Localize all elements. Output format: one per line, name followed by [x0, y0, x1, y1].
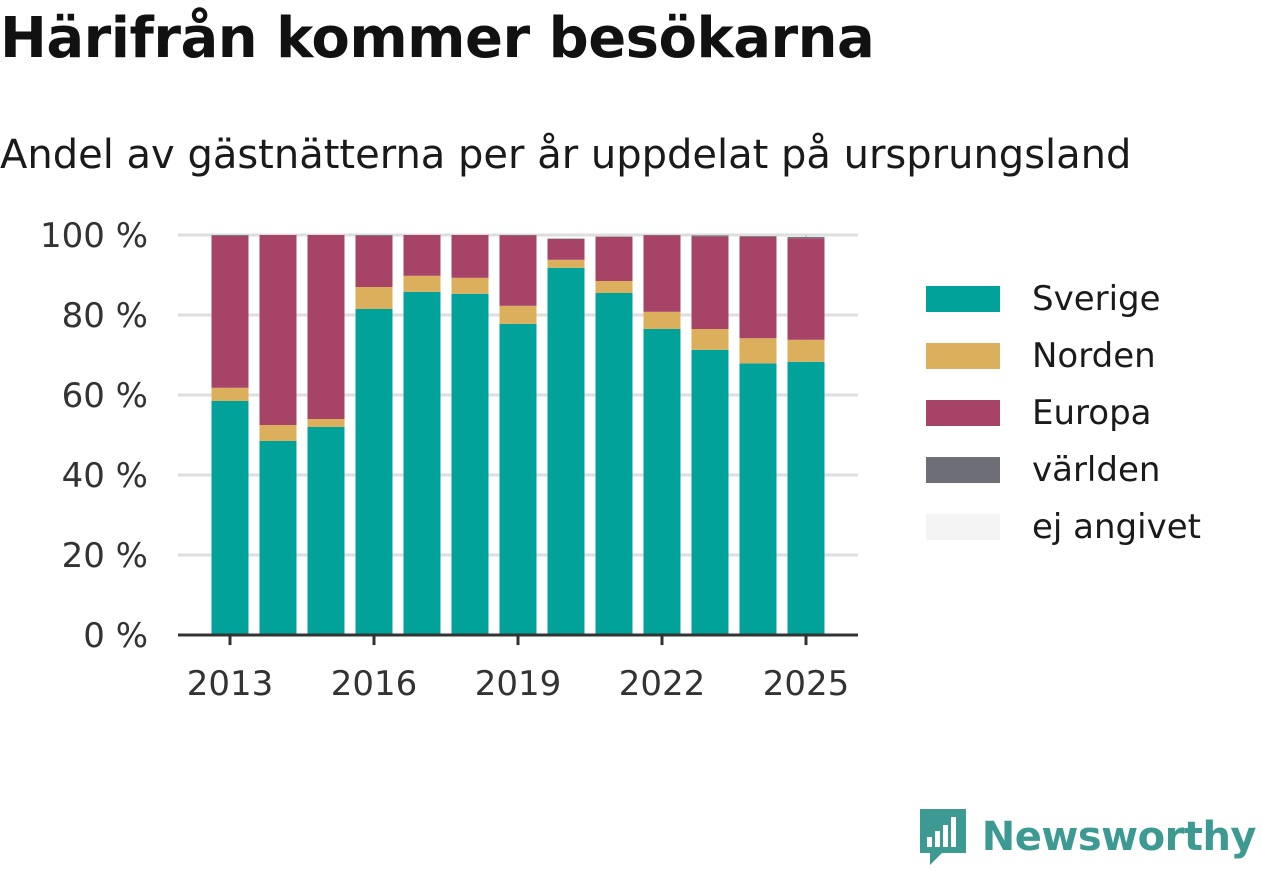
bar-segment-sverige — [451, 293, 489, 635]
bar-segment-europa — [691, 236, 729, 329]
legend-swatch — [926, 399, 1000, 426]
bar-segment-europa — [499, 235, 537, 306]
y-tick-label: 0 % — [83, 616, 148, 656]
legend-swatch — [926, 513, 1000, 540]
bar-segment-norden — [499, 305, 537, 324]
legend-label: Norden — [1032, 335, 1156, 376]
bar-segment-sverige — [403, 291, 441, 635]
y-tick-label: 40 % — [62, 456, 148, 496]
bar-segment-europa — [211, 235, 249, 388]
bar-segment-norden — [691, 329, 729, 350]
legend-item: Sverige — [926, 270, 1201, 327]
bar-segment-sverige — [739, 363, 777, 635]
bar-segment-sverige — [691, 349, 729, 635]
bar-segment-världen — [739, 236, 777, 237]
x-tick-label: 2022 — [619, 664, 706, 704]
axes: 0 % 20 % 40 % 60 % 80 % 100 % 2013 2016 2019 2022… — [40, 216, 858, 704]
bar-segment-europa — [451, 235, 489, 278]
legend-label: Europa — [1032, 392, 1152, 433]
bar-segment-norden — [355, 287, 393, 309]
bar-segment-norden — [307, 419, 345, 427]
legend-item: Norden — [926, 327, 1201, 384]
bar-segment-sverige — [595, 293, 633, 635]
bar-segment-sverige — [307, 427, 345, 635]
bar-segment-norden — [211, 387, 249, 401]
legend-swatch — [926, 285, 1000, 312]
y-tick-label: 100 % — [40, 216, 148, 256]
legend-item: Europa — [926, 384, 1201, 441]
legend-item: ej angivet — [926, 498, 1201, 555]
legend: Sverige Norden Europa världen ej angivet — [926, 270, 1201, 555]
x-tick-label: 2025 — [763, 664, 850, 704]
bar-segment-europa — [547, 239, 585, 260]
bar-segment-europa — [403, 235, 441, 276]
legend-label: världen — [1032, 449, 1161, 490]
x-tick-label: 2013 — [187, 664, 274, 704]
bar-segment-norden — [643, 311, 681, 329]
bar-segment-världen — [211, 235, 249, 236]
bar-segment-världen — [691, 235, 729, 237]
bar-segment-europa — [643, 235, 681, 312]
bar-segment-europa — [355, 235, 393, 287]
bar-segment-europa — [595, 237, 633, 281]
bar-segment-sverige — [547, 267, 585, 635]
bar-segment-världen — [787, 237, 825, 239]
brand-name: Newsworthy — [981, 814, 1257, 860]
bar-segment-norden — [739, 338, 777, 364]
bar-segment-världen — [355, 235, 393, 236]
bars — [211, 235, 825, 635]
legend-swatch — [926, 456, 1000, 483]
legend-label: ej angivet — [1032, 506, 1201, 547]
y-tick-label: 20 % — [62, 536, 148, 576]
bar-segment-norden — [787, 339, 825, 362]
bar-segment-europa — [259, 235, 297, 425]
bar-segment-norden — [547, 259, 585, 268]
legend-label: Sverige — [1032, 278, 1161, 319]
bar-segment-europa — [787, 238, 825, 340]
bar-segment-sverige — [211, 401, 249, 635]
bar-segment-norden — [451, 277, 489, 294]
bar-segment-europa — [307, 235, 345, 419]
bar-segment-norden — [595, 281, 633, 293]
bar-segment-sverige — [259, 441, 297, 635]
bar-segment-norden — [403, 275, 441, 292]
bar-segment-europa — [739, 237, 777, 339]
newsworthy-logo-icon — [919, 809, 966, 865]
x-tick-label: 2019 — [475, 664, 562, 704]
bar-segment-sverige — [499, 323, 537, 635]
bar-segment-norden — [259, 425, 297, 441]
bar-segment-sverige — [643, 329, 681, 635]
y-tick-label: 80 % — [62, 296, 148, 336]
chart-title: Härifrån kommer besökarna — [0, 6, 875, 71]
legend-item: världen — [926, 441, 1201, 498]
chart-subtitle: Andel av gästnätterna per år uppdelat på… — [0, 132, 1132, 178]
x-tick-label: 2016 — [331, 664, 418, 704]
legend-swatch — [926, 342, 1000, 369]
bar-segment-sverige — [787, 361, 825, 635]
y-tick-label: 60 % — [62, 376, 148, 416]
brand-logo: Newsworthy — [918, 807, 1257, 867]
bar-segment-sverige — [355, 309, 393, 635]
